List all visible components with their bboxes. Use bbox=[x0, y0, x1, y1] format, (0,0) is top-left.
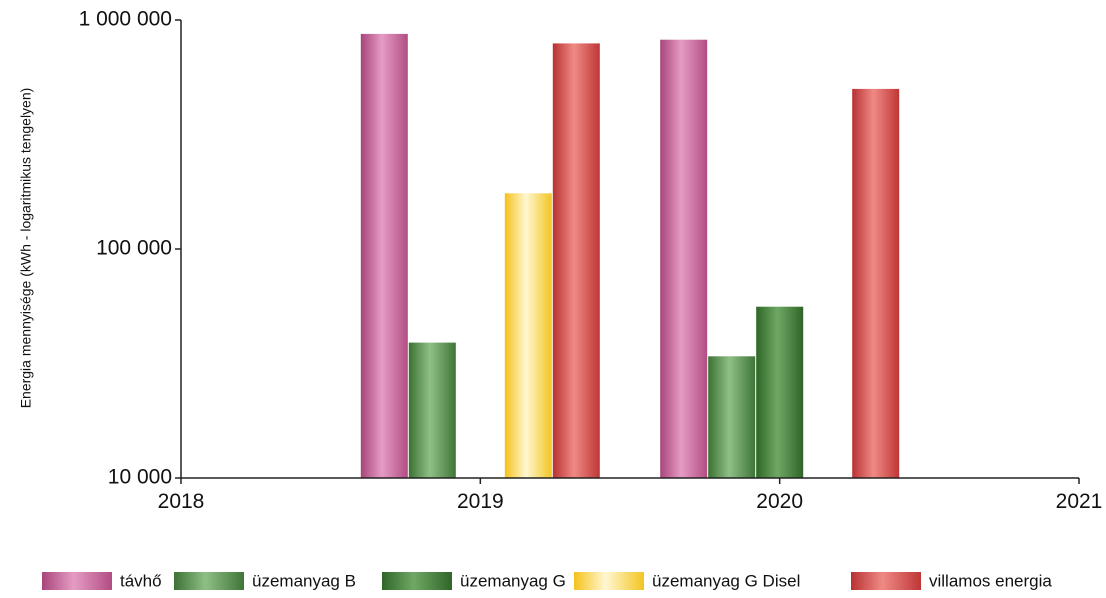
legend-swatch bbox=[574, 572, 644, 590]
legend-label: üzemanyag B bbox=[252, 571, 356, 590]
x-tick-label: 2020 bbox=[756, 490, 803, 513]
y-tick-label: 10 000 bbox=[108, 466, 172, 489]
y-ticks-group: 10 000 100 000 1 000 000 bbox=[79, 8, 181, 489]
legend-label: üzemanyag G bbox=[460, 571, 566, 590]
bar-1-2019 bbox=[408, 342, 456, 478]
bars-group bbox=[360, 33, 900, 479]
legend-label: távhő bbox=[120, 571, 162, 590]
legend: távhő üzemanyag B üzemanyag G üzemanyag G D… bbox=[42, 571, 1052, 590]
x-tick-label: 2018 bbox=[158, 490, 205, 513]
legend-swatch bbox=[851, 572, 921, 590]
bar-0-2019 bbox=[360, 33, 408, 479]
x-tick-label: 2019 bbox=[457, 490, 504, 513]
bar-1-2020 bbox=[708, 356, 756, 478]
legend-swatch bbox=[174, 572, 244, 590]
x-ticks-group: 2018 2019 2020 2021 bbox=[158, 478, 1103, 513]
x-tick-label: 2021 bbox=[1056, 490, 1103, 513]
legend-swatch bbox=[42, 572, 112, 590]
bar-4-2020 bbox=[852, 88, 900, 479]
bar-2-2020 bbox=[756, 306, 804, 478]
legend-label: üzemanyag G Disel bbox=[652, 571, 800, 590]
bar-0-2020 bbox=[660, 39, 708, 478]
legend-label: villamos energia bbox=[929, 571, 1052, 590]
bar-4-2019 bbox=[552, 43, 600, 479]
y-tick-label: 1 000 000 bbox=[79, 8, 172, 31]
bar-3-2019 bbox=[504, 193, 552, 479]
legend-swatch bbox=[382, 572, 452, 590]
y-axis-title: Energia mennyisége (kWh - logaritmikus t… bbox=[18, 88, 34, 409]
y-tick-label: 100 000 bbox=[96, 237, 172, 260]
